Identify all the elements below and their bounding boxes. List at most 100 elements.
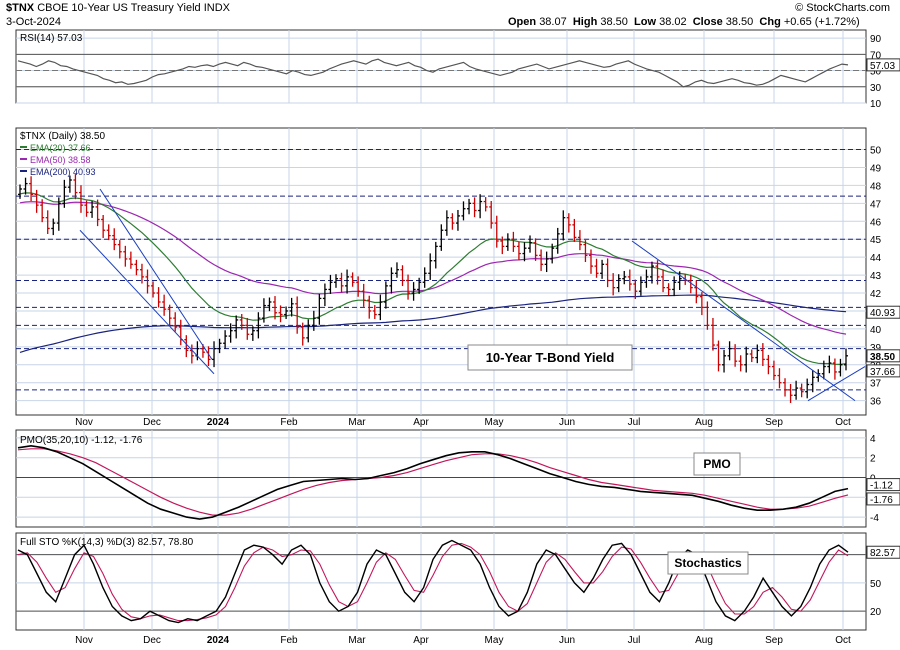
- price-current-label: 37.66: [870, 367, 895, 378]
- sto-current-box: [866, 545, 900, 559]
- price-bar: [273, 296, 278, 320]
- price-bar: [317, 293, 322, 325]
- price-bar: [522, 242, 527, 262]
- price-current-box: [866, 305, 900, 319]
- price-bar: [322, 283, 327, 307]
- price-bar: [306, 319, 311, 343]
- x-axis-label: Nov: [75, 417, 93, 428]
- price-bar: [583, 240, 588, 262]
- pmo-legend: PMO(35,20,10) -1.12, -1.76: [20, 435, 143, 446]
- price-bar: [627, 269, 632, 291]
- price-bar: [655, 260, 660, 285]
- price-bar: [134, 259, 139, 276]
- price-bar: [106, 224, 111, 241]
- price-bar: [633, 279, 638, 299]
- ticker-name: CBOE 10-Year US Treasury Yield INDX: [37, 2, 230, 14]
- annotation-box: [467, 344, 633, 371]
- pmo-tick-label: 4: [870, 434, 876, 445]
- price-bar: [394, 262, 399, 278]
- price-bar: [638, 276, 643, 296]
- price-bar: [417, 277, 422, 294]
- sto-legend: Full STO %K(14,3) %D(3) 82.57, 78.80: [20, 537, 194, 548]
- price-bar: [239, 314, 244, 330]
- price-bar: [533, 238, 538, 261]
- price-annotation: 10-Year T-Bond Yield: [486, 350, 615, 365]
- price-bar: [217, 338, 222, 354]
- x-axis-label: Dec: [143, 417, 161, 428]
- x-axis-label: Jul: [628, 417, 641, 428]
- ema20-line: [19, 192, 847, 366]
- price-bar: [677, 271, 682, 290]
- price-bar: [600, 259, 605, 279]
- price-bar: [84, 200, 89, 217]
- price-bar: [112, 228, 117, 251]
- panel-price: [15, 127, 867, 416]
- price-tick-label: 49: [870, 163, 882, 174]
- price-bar: [661, 269, 666, 293]
- rsi-current-label: 57.03: [870, 61, 895, 72]
- price-bar: [40, 199, 45, 223]
- price-bar: [722, 349, 727, 373]
- price-bar: [794, 380, 799, 400]
- price-bar: [483, 197, 488, 212]
- sto-annotation: Stochastics: [674, 556, 742, 570]
- rsi-tick-label: 10: [870, 99, 882, 110]
- trend-line: [807, 366, 866, 402]
- ohlc-readout: Open 38.07 High 38.50 Low 38.02 Close 38…: [508, 16, 860, 28]
- price-bar: [727, 341, 732, 361]
- x-axis-label: 2024: [207, 417, 230, 428]
- high-value: 38.50: [600, 16, 628, 28]
- price-bar: [189, 344, 194, 364]
- price-bar: [788, 383, 793, 403]
- price-bar: [760, 343, 765, 367]
- x-axis-label: Jun: [559, 635, 575, 646]
- price-tick-label: 47: [870, 199, 882, 210]
- trend-line: [79, 229, 215, 375]
- price-bar: [666, 283, 671, 295]
- price-bar: [644, 269, 649, 288]
- price-bar: [250, 326, 255, 341]
- close-value: 38.50: [725, 16, 754, 28]
- price-bar: [184, 335, 189, 358]
- pmo-tick-label: -4: [870, 513, 879, 524]
- chart-header-left: $TNX CBOE 10-Year US Treasury Yield INDX: [6, 2, 230, 14]
- price-tick-label: 37: [870, 379, 882, 390]
- price-tick-label: 42: [870, 289, 882, 300]
- price-bar: [428, 253, 433, 280]
- price-bar: [611, 273, 616, 296]
- price-bar: [832, 358, 837, 380]
- price-bar: [339, 272, 344, 293]
- price-bar: [173, 312, 178, 332]
- price-bar: [139, 263, 144, 284]
- price-bar: [350, 272, 355, 287]
- price-bar: [328, 274, 333, 294]
- x-axis-label: Sep: [765, 417, 783, 428]
- price-bar: [705, 301, 710, 330]
- x-axis-label: May: [485, 417, 504, 428]
- price-bar: [367, 295, 372, 319]
- price-bar: [422, 267, 427, 288]
- panel-rsi: [15, 29, 867, 104]
- x-axis-label: Nov: [75, 635, 93, 646]
- price-bar: [289, 297, 294, 317]
- pmo-current-label: -1.12: [870, 481, 893, 492]
- price-bar: [356, 276, 361, 297]
- price-bar: [694, 280, 699, 304]
- x-axis-label: 2024: [207, 635, 230, 646]
- price-bar: [821, 360, 826, 380]
- price-bar: [234, 315, 239, 339]
- price-bar: [212, 341, 217, 368]
- panel-pmo: [15, 429, 867, 528]
- price-bar: [439, 224, 444, 251]
- price-bar: [494, 215, 499, 248]
- price-bar: [95, 199, 100, 227]
- price-bar: [34, 189, 39, 213]
- price-bar: [228, 323, 233, 343]
- x-axis-label: Sep: [765, 635, 783, 646]
- price-bar: [101, 214, 106, 238]
- price-bar: [733, 344, 738, 367]
- price-current-label: 40.93: [870, 308, 895, 319]
- price-tick-label: 43: [870, 271, 882, 282]
- price-bar: [649, 261, 654, 284]
- x-axis-label: Feb: [280, 417, 298, 428]
